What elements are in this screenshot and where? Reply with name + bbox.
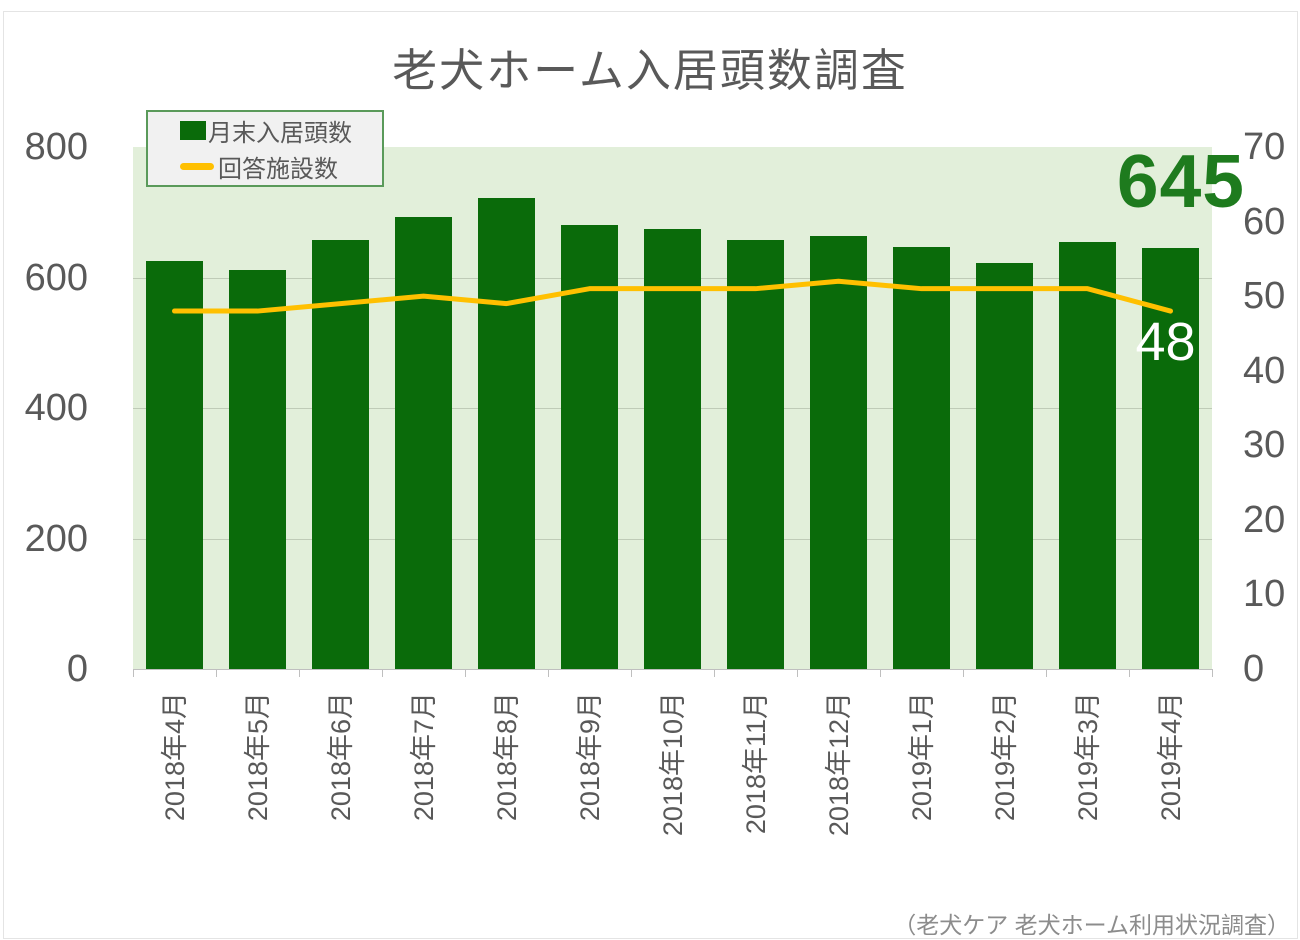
x-axis-tick <box>299 669 300 677</box>
left-axis-tick-label: 800 <box>24 126 88 168</box>
right-axis-tick-label: 30 <box>1243 424 1286 467</box>
x-axis-label: 2018年6月 <box>325 692 356 822</box>
x-axis-label: 2018年5月 <box>242 692 273 822</box>
right-axis-tick-label: 60 <box>1243 200 1286 243</box>
bar <box>727 240 784 669</box>
right-axis-tick-label: 20 <box>1243 498 1286 541</box>
x-axis-label: 2019年3月 <box>1072 692 1103 822</box>
latest-bar-value-callout: 645 <box>1116 139 1245 223</box>
bar <box>644 228 701 669</box>
legend-item-line: 回答施設数 <box>180 149 382 184</box>
x-axis-label: 2018年9月 <box>574 692 605 822</box>
x-axis-label: 2019年2月 <box>989 692 1020 822</box>
x-axis-label: 2018年8月 <box>491 692 522 822</box>
bar <box>893 247 950 669</box>
bar <box>478 197 535 669</box>
line-series-layer <box>172 278 1173 314</box>
line-series-swatch-icon <box>180 163 214 170</box>
x-axis-label: 2019年4月 <box>1155 692 1186 822</box>
bar <box>1059 241 1116 669</box>
legend-item-bars: 月末入居頭数 <box>180 113 382 148</box>
chart-title: 老犬ホーム入居頭数調査 <box>392 45 908 96</box>
bar <box>312 240 369 669</box>
x-axis-tick <box>465 669 466 677</box>
x-axis-label: 2018年12月 <box>823 692 854 837</box>
x-axis-tick <box>963 669 964 677</box>
right-axis-tick-label: 0 <box>1243 648 1265 690</box>
legend-box: 月末入居頭数 回答施設数 <box>146 110 384 187</box>
bar-series-swatch-icon <box>180 121 206 140</box>
x-axis-label: 2019年1月 <box>906 692 937 822</box>
bar <box>976 263 1033 669</box>
x-axis-tick <box>548 669 549 677</box>
x-axis-label: 2018年11月 <box>740 692 771 835</box>
x-axis-tick <box>797 669 798 677</box>
legend-label-line: 回答施設数 <box>218 156 338 183</box>
x-axis-tick <box>714 669 715 677</box>
right-axis-tick-label: 70 <box>1243 126 1286 168</box>
bar <box>561 225 618 669</box>
x-axis-tick <box>631 669 632 677</box>
x-axis-label: 2018年10月 <box>657 692 688 837</box>
x-axis-label: 2018年7月 <box>408 692 439 822</box>
right-axis-tick-label: 50 <box>1243 275 1286 318</box>
x-axis-tick <box>133 669 134 677</box>
x-axis-tick <box>1129 669 1130 677</box>
x-axis-tick <box>382 669 383 677</box>
left-axis-tick-label: 200 <box>24 517 88 560</box>
bar <box>1142 248 1199 669</box>
bar <box>229 269 286 669</box>
source-credit: （老犬ケア 老犬ホーム利用状況調査） <box>893 912 1290 938</box>
x-axis-tick <box>1046 669 1047 677</box>
x-axis-label: 2018年4月 <box>159 692 190 822</box>
bar <box>395 217 452 669</box>
right-axis-tick-label: 10 <box>1243 573 1286 616</box>
bar <box>146 261 203 669</box>
right-axis-tick-label: 40 <box>1243 349 1286 392</box>
x-axis-tick <box>880 669 881 677</box>
x-axis-line <box>133 669 1212 670</box>
x-axis-tick <box>1212 669 1213 677</box>
bar <box>810 236 867 669</box>
line-series-path <box>172 278 1173 314</box>
left-axis-tick-label: 400 <box>24 387 88 429</box>
left-axis-tick-label: 0 <box>66 648 88 690</box>
left-axis-tick-label: 600 <box>24 256 88 299</box>
legend-label-bars: 月末入居頭数 <box>208 120 352 147</box>
x-axis-tick <box>216 669 217 677</box>
line-end-value-label: 48 <box>1135 312 1196 373</box>
